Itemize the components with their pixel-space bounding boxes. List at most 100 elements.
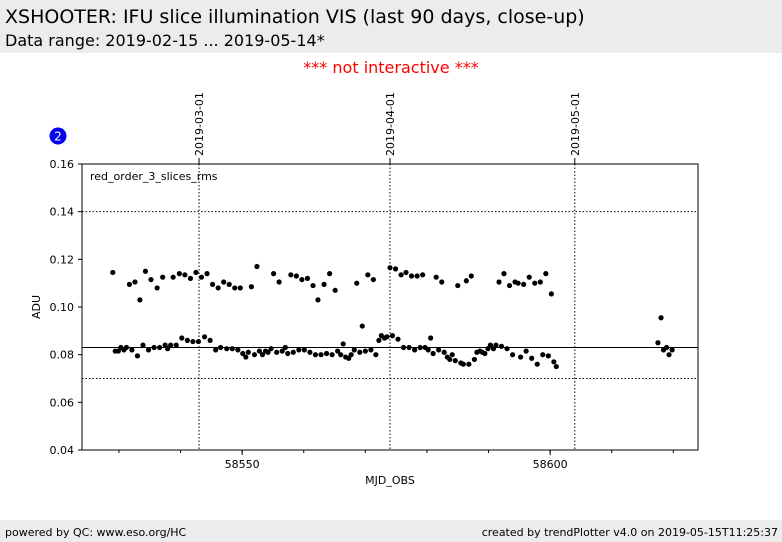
- data-point: [182, 272, 188, 278]
- data-point: [187, 275, 194, 281]
- data-point: [487, 342, 494, 348]
- data-point: [417, 344, 423, 351]
- series-legend-label: red_order_3_slices_rms: [90, 170, 218, 183]
- data-point: [270, 271, 277, 277]
- data-point: [504, 346, 510, 352]
- not-interactive-notice: *** not interactive ***: [303, 58, 479, 77]
- data-point: [201, 334, 208, 340]
- data-point: [340, 341, 346, 347]
- data-point: [348, 352, 354, 358]
- x-tick-label: 58600: [533, 458, 568, 471]
- data-point: [274, 349, 280, 355]
- data-point: [447, 356, 453, 363]
- data-point: [176, 271, 182, 277]
- data-point: [658, 315, 664, 321]
- data-point: [226, 281, 232, 287]
- data-point: [523, 348, 529, 354]
- data-point: [160, 274, 166, 280]
- data-point: [315, 297, 321, 303]
- data-point: [501, 271, 507, 277]
- data-point: [428, 335, 434, 341]
- data-point: [137, 297, 143, 303]
- y-tick-label: 0.16: [50, 158, 75, 171]
- data-point: [517, 354, 524, 360]
- data-point: [669, 347, 675, 353]
- data-point: [198, 274, 205, 280]
- data-point: [240, 350, 246, 357]
- data-point: [123, 344, 129, 351]
- data-point: [173, 342, 179, 348]
- data-point: [237, 285, 243, 291]
- data-point: [132, 279, 138, 285]
- data-point: [368, 347, 374, 353]
- y-tick-label: 0.08: [50, 349, 75, 362]
- data-point: [312, 352, 319, 358]
- data-point: [370, 276, 376, 283]
- data-point: [204, 271, 210, 277]
- data-point: [282, 344, 288, 351]
- data-point: [145, 347, 152, 353]
- data-point: [288, 272, 294, 278]
- data-point: [276, 279, 282, 285]
- page-title: XSHOOTER: IFU slice illumination VIS (la…: [5, 6, 585, 28]
- data-point: [310, 282, 316, 289]
- data-point: [265, 349, 271, 355]
- data-point: [526, 274, 532, 280]
- data-point: [357, 349, 363, 355]
- data-point: [151, 344, 157, 351]
- data-point: [543, 271, 549, 277]
- data-point: [268, 346, 274, 352]
- data-point: [259, 352, 266, 358]
- y-tick-label: 0.10: [50, 301, 75, 314]
- data-point: [218, 344, 224, 351]
- data-point: [408, 273, 415, 279]
- data-point: [521, 281, 527, 287]
- data-point: [553, 363, 559, 370]
- data-point: [395, 336, 401, 342]
- data-point: [365, 272, 371, 278]
- data-point: [354, 280, 360, 286]
- data-point: [663, 344, 670, 351]
- data-point: [655, 340, 661, 346]
- date-marker-label: 2019-03-01: [193, 92, 206, 156]
- data-point: [471, 356, 477, 363]
- data-point: [215, 285, 221, 291]
- footer-created-by: created by trendPlotter v4.0 on 2019-05-…: [481, 526, 778, 539]
- data-point: [332, 287, 338, 293]
- data-point: [455, 282, 461, 289]
- data-point: [532, 280, 538, 286]
- data-point: [148, 276, 154, 283]
- data-point: [414, 273, 420, 279]
- data-point: [515, 280, 521, 286]
- data-point: [207, 337, 213, 343]
- data-point: [433, 274, 439, 280]
- footer-bar: powered by QC: www.eso.org/HC created by…: [0, 520, 782, 542]
- data-point: [168, 342, 174, 348]
- data-point: [498, 343, 505, 349]
- data-point: [425, 347, 431, 353]
- data-point: [329, 352, 335, 358]
- y-tick-label: 0.04: [50, 444, 75, 457]
- data-point: [400, 344, 407, 351]
- data-point: [351, 347, 357, 353]
- data-point: [279, 348, 285, 354]
- date-marker-label: 2019-05-01: [569, 92, 582, 156]
- data-point: [142, 268, 149, 274]
- data-point: [229, 346, 235, 352]
- data-point: [506, 282, 513, 289]
- data-point: [387, 265, 393, 271]
- data-point: [304, 275, 311, 281]
- data-point: [318, 352, 324, 358]
- data-point: [439, 279, 445, 285]
- data-point: [170, 274, 176, 280]
- data-point: [154, 285, 160, 291]
- data-point: [285, 350, 291, 357]
- data-point: [412, 347, 418, 353]
- data-point: [548, 291, 554, 297]
- y-tick-label: 0.14: [50, 206, 75, 219]
- data-point: [373, 352, 379, 358]
- data-point: [452, 358, 458, 364]
- data-point: [376, 337, 382, 343]
- data-point: [129, 347, 135, 353]
- data-point: [482, 350, 488, 357]
